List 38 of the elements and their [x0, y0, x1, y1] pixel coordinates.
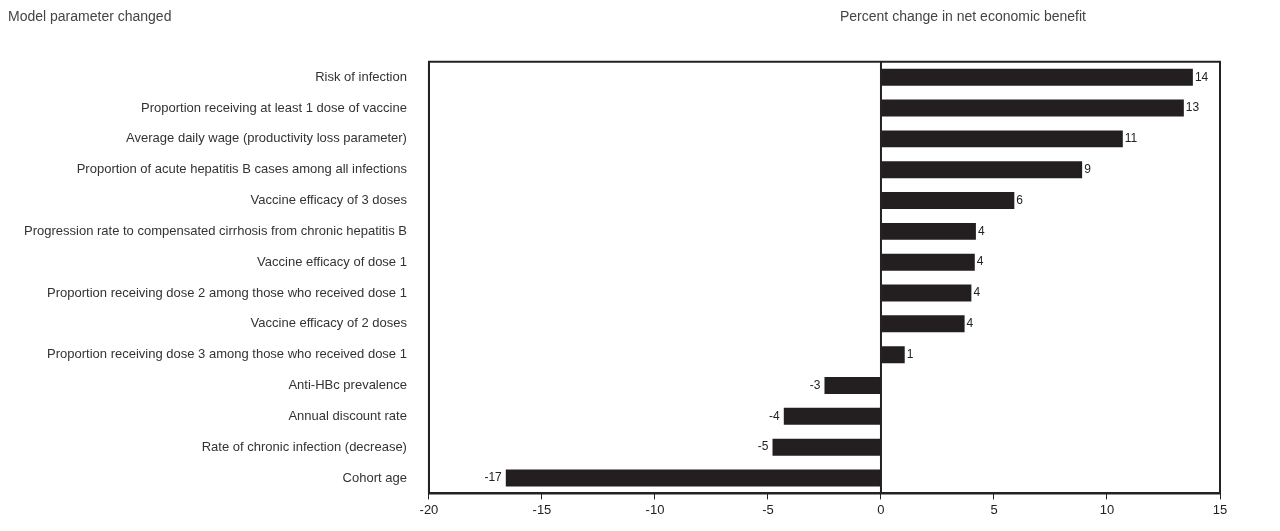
y-tick-label: Proportion of acute hepatitis B cases among all infections [76, 161, 408, 177]
data-label: 4 [966, 316, 974, 331]
data-label: 4 [977, 223, 985, 238]
y-tick-label: Rate of chronic infection (decrease) [201, 438, 407, 454]
x-axis-title: Percent change in net economic benefit [840, 8, 1086, 24]
x-tick-label: 5 [990, 501, 998, 517]
data-label: 4 [973, 285, 981, 300]
data-label: 11 [1124, 131, 1138, 146]
x-tick-label: 10 [1099, 501, 1115, 517]
y-tick-label: Vaccine efficacy of 2 doses [250, 315, 408, 331]
y-tick-label: Proportion receiving at least 1 dose of vaccine [141, 99, 407, 115]
y-tick-label: Vaccine efficacy of 3 doses [250, 192, 408, 208]
y-tick-label: Anti-HBc prevalence [288, 377, 407, 393]
data-label: 13 [1185, 100, 1200, 115]
y-tick-label: Annual discount rate [288, 407, 407, 423]
y-tick-label: Average daily wage (productivity loss parameter) [126, 130, 407, 146]
data-label: 4 [976, 254, 984, 269]
y-tick-label: Vaccine efficacy of dose 1 [257, 253, 407, 269]
data-label: 9 [1084, 162, 1092, 177]
y-tick-label: Proportion receiving dose 3 among those who received dose 1 [47, 346, 407, 362]
data-label: -4 [769, 408, 781, 423]
data-label: 1 [906, 346, 914, 361]
x-tick-label: -20 [419, 501, 439, 517]
data-label: 6 [1016, 192, 1024, 207]
data-label: -3 [809, 377, 821, 392]
data-label: -5 [757, 439, 769, 454]
data-label: 14 [1194, 69, 1209, 84]
x-tick-label: 15 [1212, 501, 1228, 517]
y-tick-label: Progression rate to compensated cirrhosis from chronic hepatitis B [23, 222, 407, 238]
y-axis-title: Model parameter changed [8, 8, 172, 24]
x-tick-label: 0 [877, 501, 885, 517]
x-tick-label: -5 [762, 501, 774, 517]
data-label: -17 [484, 470, 503, 485]
x-tick-label: -15 [532, 501, 552, 517]
x-tick-label: -10 [645, 501, 665, 517]
y-tick-label: Cohort age [342, 469, 407, 485]
y-tick-label: Proportion receiving dose 2 among those who received dose 1 [47, 284, 407, 300]
y-tick-label: Risk of infection [315, 68, 407, 84]
